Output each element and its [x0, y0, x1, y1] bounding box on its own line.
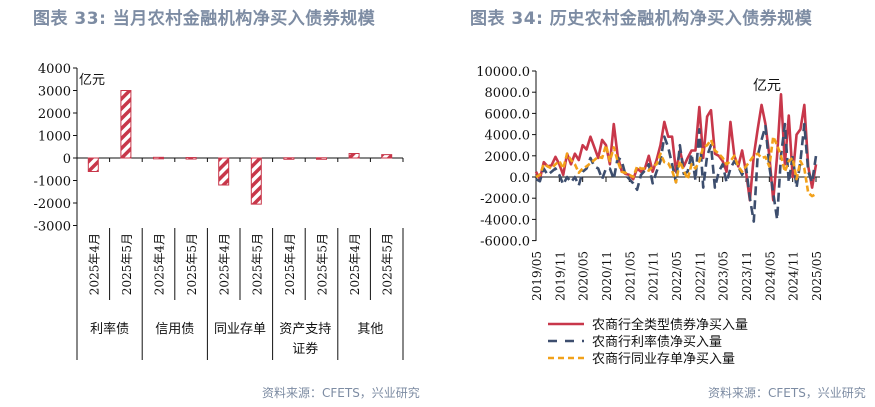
right-y-tick-label: 4000.0 [485, 129, 531, 144]
left-x-tick-label: 2025年5月 [316, 233, 330, 295]
bar-信用债-2025年5月 [185, 157, 197, 160]
right-x-tick-label: 2019/05 [530, 251, 544, 301]
left-y-tick-label: -1000 [34, 175, 71, 190]
bar-同业存单-2025年4月 [218, 157, 230, 186]
group-label: 资产支持 [279, 322, 331, 337]
bar-同业存单-2025年5月 [250, 157, 262, 205]
group-label: 同业存单 [214, 322, 266, 337]
left-y-tick-label: 4000 [38, 62, 71, 77]
left-x-tick-label: 2025年5月 [185, 233, 199, 295]
right-x-tick-label: 2023/11 [740, 251, 754, 301]
right-x-tick-label: 2020/05 [577, 251, 591, 301]
right-x-tick-label: 2021/11 [647, 251, 661, 301]
group-label: 信用债 [155, 322, 194, 337]
left-y-tick-label: 2000 [38, 107, 71, 122]
legend-label-2: 农商行同业存单净买入量 [592, 352, 735, 367]
right-y-tick-label: 6000.0 [485, 107, 531, 122]
right-y-tick-label: -2000.0 [480, 192, 530, 207]
right-y-tick-label: 0.0 [509, 171, 530, 186]
right-x-tick-label: 2022/11 [693, 251, 707, 301]
left-x-tick-label: 2025年4月 [348, 233, 362, 295]
right-x-tick-label: 2024/05 [763, 251, 777, 301]
bar-信用债-2025年4月 [153, 156, 164, 160]
right-x-tick-label: 2019/11 [553, 251, 567, 301]
left-x-tick-label: 2025年4月 [218, 233, 232, 295]
right-x-tick-label: 2023/05 [717, 251, 731, 301]
right-chart-title: 图表 34: 历史农村金融机构净买入债券规模 [470, 9, 813, 29]
right-y-tick-label: 10000.0 [476, 65, 530, 80]
right-x-tick-label: 2022/05 [670, 251, 684, 301]
bar-其他-2025年4月 [348, 153, 360, 159]
left-x-tick-label: 2025年4月 [153, 233, 167, 295]
right-source: 资料来源：CFETS，兴业研究 [708, 386, 866, 400]
group-label: 利率债 [90, 321, 129, 337]
left-x-tick-label: 2025年5月 [381, 233, 395, 295]
left-y-tick-label: 1000 [38, 130, 71, 145]
series-line-2 [535, 135, 817, 198]
left-x-tick-label: 2025年4月 [283, 233, 297, 295]
bar-资产支持证券-2025年4月 [283, 157, 295, 160]
left-unit-label: 亿元 [79, 73, 105, 88]
bar-利率债-2025年5月 [120, 90, 132, 159]
left-source: 资料来源：CFETS，兴业研究 [262, 386, 420, 400]
right-x-tick-label: 2021/05 [623, 251, 637, 301]
right-y-tick-label: 8000.0 [485, 86, 531, 101]
legend-label-1: 农商行利率债净买入量 [592, 334, 722, 350]
left-y-tick-label: 3000 [38, 85, 71, 100]
right-x-tick-label: 2025/05 [810, 251, 824, 301]
right-y-tick-label: -6000.0 [480, 235, 530, 250]
left-x-tick-label: 2025年5月 [120, 233, 134, 295]
bar-其他-2025年5月 [381, 154, 393, 159]
right-x-tick-label: 2024/11 [787, 251, 801, 301]
left-y-tick-label: -2000 [34, 197, 71, 212]
legend-label-0: 农商行全类型债券净买入量 [592, 317, 748, 333]
left-chart-title: 图表 33: 当月农村金融机构净买入债券规模 [33, 9, 376, 29]
right-x-tick-label: 2020/11 [600, 251, 614, 301]
left-x-tick-label: 2025年5月 [250, 233, 264, 295]
group-label: 证券 [292, 341, 318, 357]
left-x-tick-label: 2025年4月 [87, 233, 101, 295]
left-y-tick-label: -3000 [34, 220, 71, 235]
left-y-tick-label: 0 [63, 152, 71, 167]
bar-资产支持证券-2025年5月 [316, 157, 327, 160]
right-unit-label: 亿元 [753, 78, 781, 94]
bar-利率债-2025年4月 [87, 157, 99, 172]
group-label: 其他 [357, 322, 383, 337]
right-y-tick-label: -4000.0 [480, 213, 530, 228]
right-y-tick-label: 2000.0 [485, 150, 531, 165]
